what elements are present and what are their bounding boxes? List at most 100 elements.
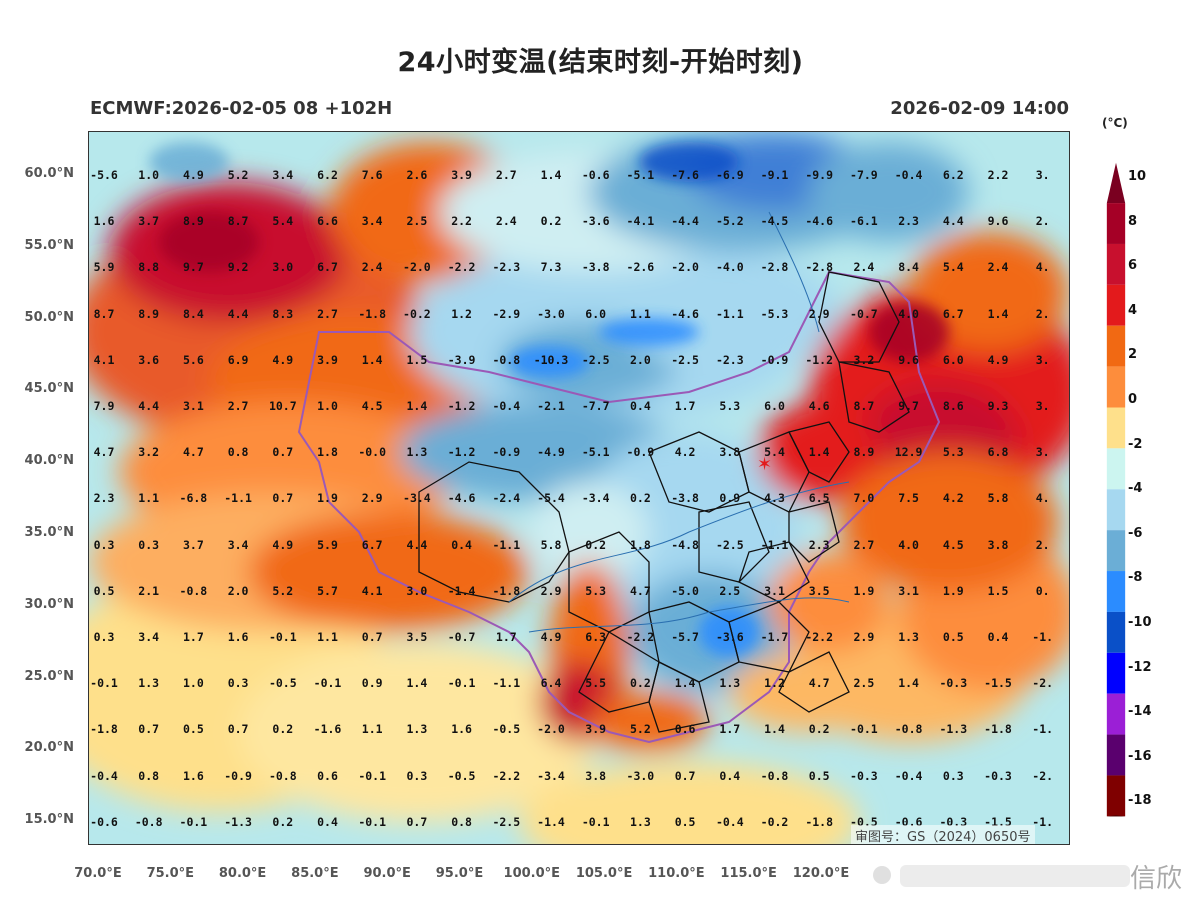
grid-value: -2. bbox=[1032, 676, 1054, 691]
grid-value: 0.3 bbox=[942, 768, 964, 783]
colorbar-segment bbox=[1106, 652, 1126, 694]
grid-value: 3.8 bbox=[987, 537, 1009, 552]
model-info: ECMWF:2026-02-05 08 +102H bbox=[90, 98, 393, 119]
grid-value: 4.1 bbox=[361, 583, 383, 598]
colorbar-segment bbox=[1106, 284, 1126, 326]
grid-value: 3. bbox=[1035, 399, 1050, 413]
grid-value: -3.4 bbox=[581, 491, 610, 506]
grid-value: 1.7 bbox=[183, 630, 204, 644]
grid-value: -5.1 bbox=[626, 168, 655, 182]
grid-value: -0.9 bbox=[224, 768, 252, 783]
grid-value: 2.1 bbox=[138, 583, 160, 598]
grid-value: 0.4 bbox=[719, 768, 741, 783]
grid-value: -6.9 bbox=[715, 168, 744, 182]
colorbar-tick-label: 10 bbox=[1128, 169, 1147, 184]
grid-value: 9.6 bbox=[898, 352, 919, 367]
grid-value: -4.6 bbox=[447, 491, 476, 506]
grid-value: 3. bbox=[1035, 168, 1050, 182]
grid-value: -4.1 bbox=[626, 214, 655, 229]
grid-value: -1.1 bbox=[224, 491, 252, 506]
grid-value: 4.7 bbox=[183, 445, 204, 460]
grid-value: 4.9 bbox=[272, 537, 294, 552]
grid-value: 6.0 bbox=[764, 399, 785, 413]
colorbar-tick-label: -2 bbox=[1128, 436, 1143, 452]
grid-value: 1.1 bbox=[361, 722, 383, 737]
grid-value: 0.4 bbox=[630, 399, 651, 413]
grid-value: -0.1 bbox=[268, 630, 297, 644]
grid-value: -1.3 bbox=[224, 814, 252, 829]
grid-value: 9.3 bbox=[987, 399, 1009, 413]
grid-value: 1.4 bbox=[406, 676, 428, 691]
grid-value: 0.3 bbox=[93, 630, 115, 644]
grid-value: -1.8 bbox=[358, 306, 387, 321]
grid-value: 8.8 bbox=[138, 260, 160, 275]
grid-value: 0.7 bbox=[138, 722, 160, 737]
grid-value: 7.9 bbox=[93, 399, 115, 413]
grid-value: -2.8 bbox=[805, 260, 834, 275]
grid-value: 10.7 bbox=[268, 399, 297, 413]
grid-value: 4. bbox=[1035, 260, 1050, 275]
lat-tick-label: 20.0°N bbox=[24, 740, 74, 756]
lat-tick-label: 60.0°N bbox=[24, 166, 74, 181]
grid-value: 4.4 bbox=[227, 306, 249, 321]
colorbar-segment bbox=[1106, 734, 1126, 776]
grid-value: 2.7 bbox=[317, 306, 338, 321]
grid-value: 3.8 bbox=[719, 445, 741, 460]
grid-value: -0.8 bbox=[134, 814, 163, 829]
grid-value: -2.2 bbox=[805, 630, 834, 644]
grid-value: -1. bbox=[1032, 630, 1054, 644]
grid-value: -5.4 bbox=[537, 491, 565, 506]
colorbar-segment bbox=[1106, 611, 1126, 653]
grid-value: -2.4 bbox=[492, 491, 521, 506]
grid-value: -5.7 bbox=[671, 630, 699, 644]
grid-value: 9.7 bbox=[183, 260, 204, 275]
grid-value: 2.0 bbox=[227, 583, 249, 598]
grid-value: 7.5 bbox=[898, 491, 919, 506]
grid-value: 8.9 bbox=[853, 445, 875, 460]
colorbar-tick-label: -14 bbox=[1128, 704, 1152, 720]
grid-value: 1.4 bbox=[808, 445, 830, 460]
grid-value: -4.5 bbox=[760, 214, 789, 229]
grid-value: 0.7 bbox=[406, 814, 428, 829]
grid-value: 1.3 bbox=[630, 814, 651, 829]
grid-value: -5.2 bbox=[715, 214, 744, 229]
grid-value: 0.7 bbox=[674, 768, 696, 783]
grid-value: 8.9 bbox=[138, 306, 160, 321]
grid-value: -0.5 bbox=[492, 722, 521, 737]
grid-value: 1.2 bbox=[764, 676, 785, 691]
grid-value: 4.4 bbox=[406, 537, 428, 552]
grid-value: -2.6 bbox=[626, 260, 655, 275]
map-approval-watermark: 审图号：GS（2024）0650号 bbox=[851, 825, 1035, 844]
colorbar-segment bbox=[1106, 693, 1126, 735]
grid-value: 6.2 bbox=[942, 168, 964, 182]
grid-value: 4.0 bbox=[898, 537, 919, 552]
grid-value: 3.1 bbox=[183, 399, 204, 413]
grid-value: 3.7 bbox=[138, 214, 160, 229]
grid-value: 4.7 bbox=[630, 583, 651, 598]
grid-value: 2.9 bbox=[808, 306, 830, 321]
grid-value: 3. bbox=[1035, 445, 1050, 460]
grid-value: 0.2 bbox=[272, 814, 294, 829]
grid-value: 2.2 bbox=[987, 168, 1009, 182]
grid-value: -0.1 bbox=[358, 814, 387, 829]
grid-value: -1.3 bbox=[939, 722, 968, 737]
grid-value: 0.3 bbox=[138, 537, 160, 552]
grid-value: -0.5 bbox=[268, 676, 297, 691]
grid-value: 0.5 bbox=[808, 768, 830, 783]
grid-value: 3.4 bbox=[272, 168, 294, 182]
grid-value: -0.9 bbox=[760, 352, 789, 367]
grid-value: 0.2 bbox=[585, 537, 607, 552]
grid-value: -0.4 bbox=[894, 168, 923, 182]
grid-value: 5.7 bbox=[317, 583, 338, 598]
grid-value: -7.9 bbox=[850, 168, 878, 182]
grid-value: 3.5 bbox=[406, 630, 428, 644]
grid-value: 8.4 bbox=[898, 260, 919, 275]
colorbar-segment bbox=[1106, 489, 1126, 531]
colorbar-tick-label: 4 bbox=[1128, 302, 1138, 318]
grid-value: -1.6 bbox=[313, 722, 342, 737]
grid-value: 2.3 bbox=[808, 537, 830, 552]
lat-tick-label: 35.0°N bbox=[24, 525, 74, 540]
grid-value: 3.9 bbox=[585, 722, 607, 737]
grid-value: -1.7 bbox=[760, 630, 789, 644]
grid-value: 7.0 bbox=[853, 491, 875, 506]
